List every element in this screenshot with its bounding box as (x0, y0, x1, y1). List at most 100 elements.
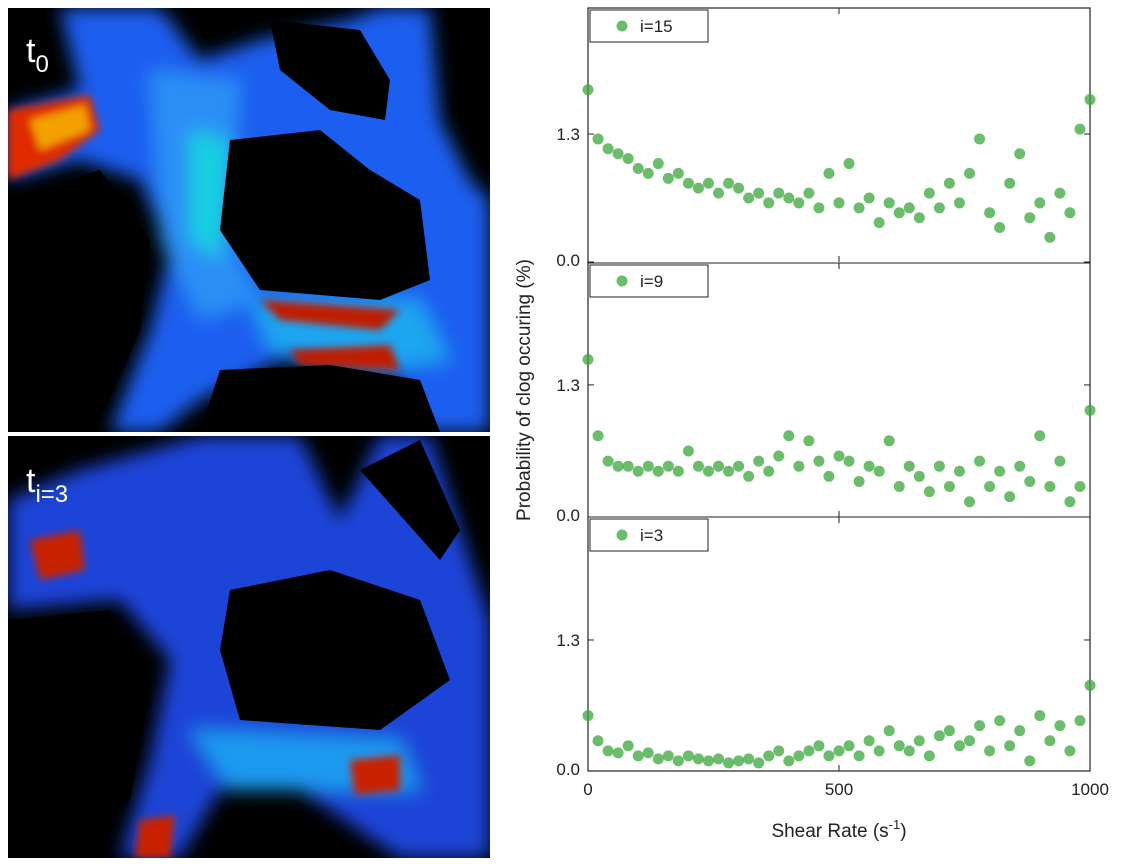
point (723, 757, 735, 769)
point (893, 207, 905, 219)
y-tick-label: 0.0 (556, 251, 580, 270)
point (913, 470, 925, 482)
point (833, 745, 845, 757)
point (1014, 725, 1026, 737)
point (803, 745, 815, 757)
point (1044, 481, 1056, 493)
point (873, 217, 885, 229)
point (592, 735, 604, 747)
point (1064, 207, 1076, 219)
point (1024, 755, 1036, 767)
point (682, 750, 694, 762)
point (883, 197, 895, 209)
plot-frame (587, 7, 1091, 772)
point (592, 430, 604, 442)
point (612, 460, 624, 472)
point (903, 460, 915, 472)
point (602, 455, 614, 467)
heatmap-t0 (8, 8, 490, 432)
legend-marker (616, 20, 628, 32)
point (1004, 740, 1016, 752)
point (943, 177, 955, 189)
point (843, 158, 855, 170)
point (913, 735, 925, 747)
point (1044, 735, 1056, 747)
point (953, 740, 965, 752)
point (793, 460, 805, 472)
scatter-series (582, 84, 1096, 243)
heatmap-t3 (8, 436, 490, 858)
legend-box (589, 9, 709, 43)
point (702, 177, 714, 189)
image-label-sub: 0 (35, 51, 48, 78)
x-axis-label-sup: -1 (889, 817, 901, 832)
point (733, 755, 745, 767)
point (843, 455, 855, 467)
point (863, 192, 875, 204)
point (612, 148, 624, 160)
point (602, 745, 614, 757)
point (974, 455, 986, 467)
legend-marker (616, 275, 628, 287)
scatter-series (582, 354, 1096, 508)
point (642, 747, 654, 759)
point (943, 481, 955, 493)
image-label-sub: i=3 (35, 481, 68, 508)
legend-label: i=3 (640, 526, 663, 545)
point (873, 745, 885, 757)
point (1014, 460, 1026, 472)
point (672, 167, 684, 179)
point (974, 133, 986, 145)
y-tick-label: 1.3 (556, 125, 580, 144)
point (1034, 197, 1046, 209)
point (723, 177, 735, 189)
point (823, 470, 835, 482)
point (713, 460, 725, 472)
x-axis-label: Shear Rate (s-1) (771, 817, 906, 842)
point (863, 735, 875, 747)
point (964, 735, 976, 747)
point (1054, 455, 1066, 467)
point (793, 197, 805, 209)
point (813, 740, 825, 752)
point (702, 465, 714, 477)
point (853, 202, 865, 214)
point (622, 460, 634, 472)
point (1074, 481, 1086, 493)
point (1074, 715, 1086, 727)
x-axis-label-end: ) (900, 821, 906, 842)
point (1054, 720, 1066, 732)
point (1014, 148, 1026, 160)
point (773, 187, 785, 199)
point (763, 465, 775, 477)
point (773, 450, 785, 462)
point (682, 445, 694, 457)
point (964, 496, 976, 508)
point (994, 222, 1006, 234)
point (933, 460, 945, 472)
legend-label: i=9 (640, 272, 663, 291)
point (743, 753, 755, 765)
point (1044, 231, 1056, 243)
y-tick-label: 0.0 (556, 506, 580, 525)
point (803, 187, 815, 199)
point (823, 750, 835, 762)
point (713, 753, 725, 765)
point (662, 750, 674, 762)
legend-box (589, 518, 709, 552)
x-tick-label: 0 (583, 780, 592, 799)
point (1064, 745, 1076, 757)
point (813, 455, 825, 467)
point (773, 745, 785, 757)
point (923, 750, 935, 762)
legend-box (589, 264, 709, 298)
y-tick-label: 1.3 (556, 376, 580, 395)
point (1004, 491, 1016, 503)
point (662, 172, 674, 184)
point (1024, 475, 1036, 487)
point (913, 212, 925, 224)
point (853, 475, 865, 487)
point (753, 455, 765, 467)
point (873, 465, 885, 477)
